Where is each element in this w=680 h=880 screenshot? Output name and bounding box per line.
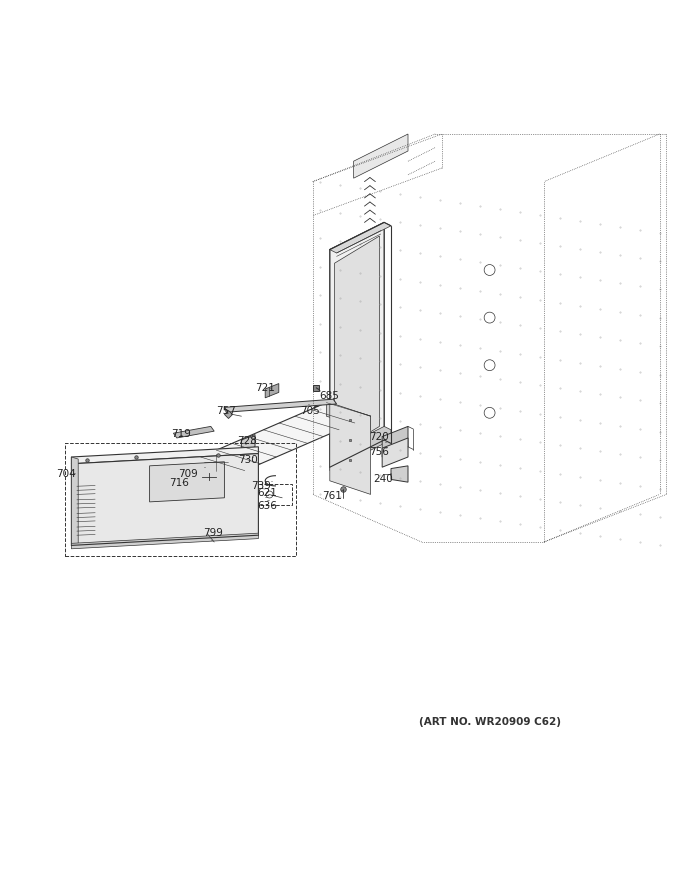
Text: 721: 721 [255,384,275,393]
Polygon shape [330,223,384,467]
Polygon shape [173,427,214,438]
Polygon shape [241,435,255,452]
Text: 621: 621 [257,488,277,498]
Polygon shape [330,402,371,495]
Text: 636: 636 [257,501,277,511]
Text: 756: 756 [369,446,389,457]
Text: (ART NO. WR20909 C62): (ART NO. WR20909 C62) [419,717,560,727]
Polygon shape [71,457,78,547]
Text: 716: 716 [169,478,188,488]
Text: 799: 799 [203,528,222,539]
Polygon shape [335,236,379,453]
Text: 730: 730 [238,456,258,466]
Polygon shape [382,438,408,467]
Polygon shape [330,223,391,253]
Bar [65,444,296,555]
Text: 685: 685 [320,391,339,400]
Polygon shape [354,134,408,178]
Polygon shape [71,533,258,549]
Polygon shape [224,407,228,414]
Polygon shape [194,467,224,487]
Text: 240: 240 [373,473,393,484]
Text: 720: 720 [369,431,389,442]
Polygon shape [204,453,228,471]
Text: 757: 757 [216,406,236,415]
Text: 728: 728 [237,436,256,446]
Polygon shape [150,462,224,502]
Polygon shape [391,466,408,482]
Text: 739: 739 [252,480,271,490]
Polygon shape [382,427,408,457]
Polygon shape [265,384,279,398]
Text: 709: 709 [178,469,198,479]
Polygon shape [326,402,371,429]
Text: 761: 761 [322,491,342,502]
Text: 704: 704 [56,469,75,479]
Bar [255,484,292,504]
Text: 705: 705 [301,407,320,416]
Polygon shape [71,447,258,464]
Polygon shape [71,453,258,546]
Circle shape [205,473,212,480]
Polygon shape [224,400,337,412]
Text: 719: 719 [171,429,191,439]
Polygon shape [201,402,371,471]
Polygon shape [330,427,391,471]
